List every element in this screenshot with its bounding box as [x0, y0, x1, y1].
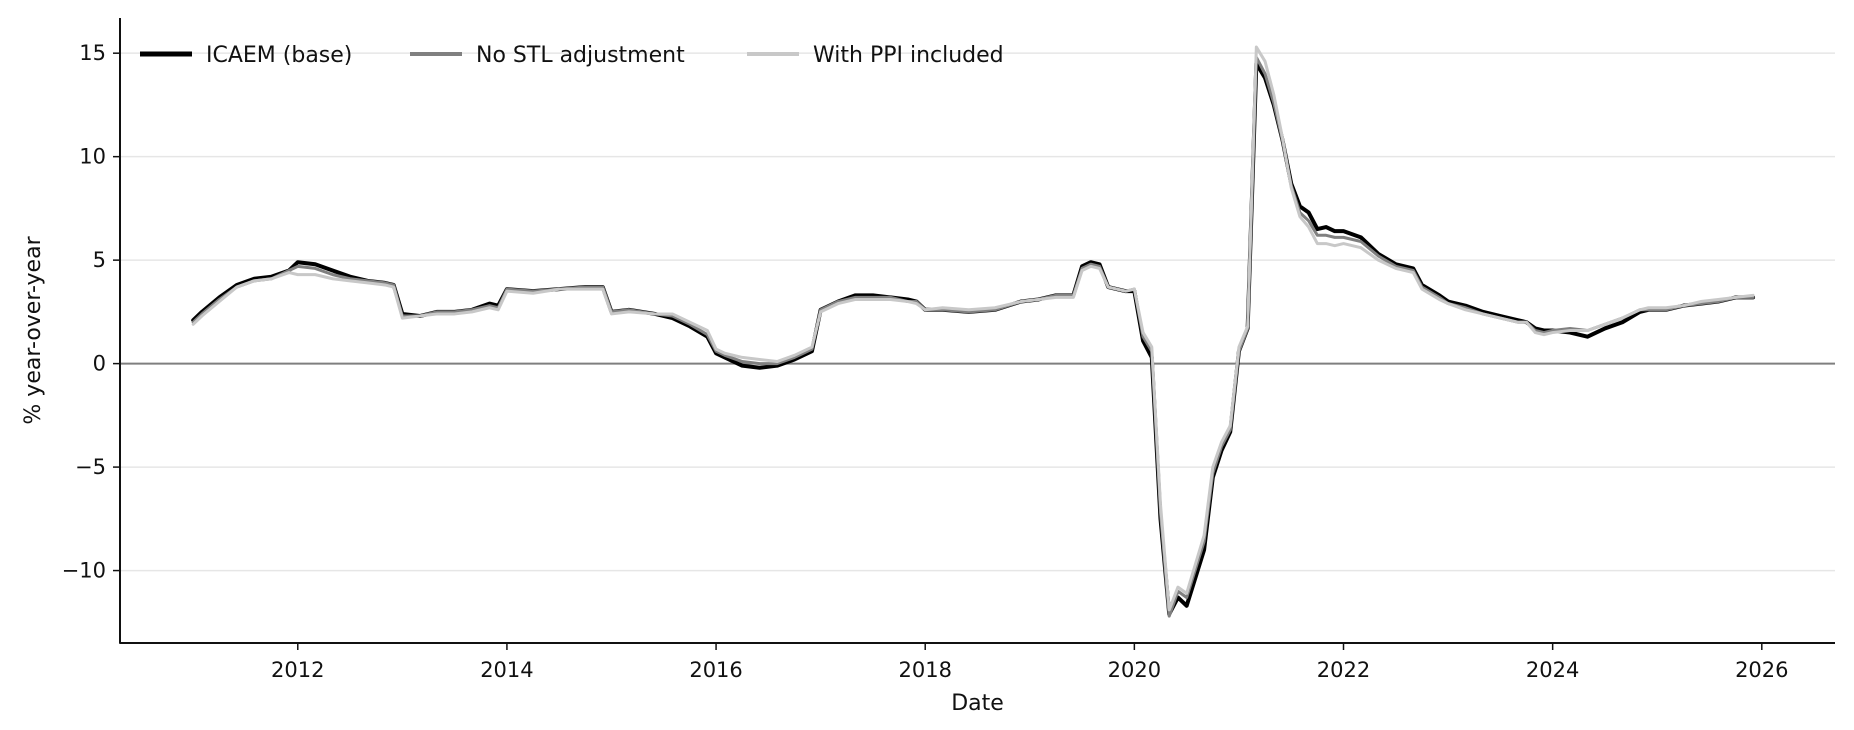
legend-label-1: ICAEM (base) — [206, 43, 352, 68]
x-tick-label: 2022 — [1317, 658, 1370, 682]
y-tick-label: −5 — [75, 455, 106, 479]
y-tick-label: 10 — [79, 145, 106, 169]
axes — [119, 18, 1835, 644]
y-tick-label: 15 — [79, 41, 106, 65]
series-line-1 — [191, 61, 1756, 617]
x-tick-label: 2018 — [898, 658, 951, 682]
legend-label-2: No STL adjustment — [476, 43, 685, 68]
y-axis-ticks: −10 −5 0 5 10 15 — [62, 41, 120, 583]
x-tick-label: 2026 — [1735, 658, 1788, 682]
series-lines — [191, 45, 1756, 618]
gridlines — [120, 52, 1835, 572]
y-tick-label: 5 — [93, 248, 106, 272]
x-tick-label: 2014 — [480, 658, 533, 682]
x-axis-title: Date — [951, 691, 1004, 716]
y-tick-label: −10 — [62, 559, 106, 583]
x-tick-label: 2012 — [271, 658, 324, 682]
x-axis-ticks: 2012 2014 2016 2018 2020 2022 2024 2026 — [271, 643, 1789, 682]
series-line-2 — [191, 55, 1755, 618]
legend-label-3: With PPI included — [813, 43, 1004, 68]
x-tick-label: 2020 — [1108, 658, 1161, 682]
x-tick-label: 2024 — [1526, 658, 1579, 682]
legend: ICAEM (base) No STL adjustment With PPI in… — [140, 43, 1004, 68]
y-axis-title: % year-over-year — [21, 235, 46, 424]
series-line-3 — [191, 45, 1755, 612]
y-tick-label: 0 — [93, 352, 106, 376]
x-tick-label: 2016 — [689, 658, 742, 682]
